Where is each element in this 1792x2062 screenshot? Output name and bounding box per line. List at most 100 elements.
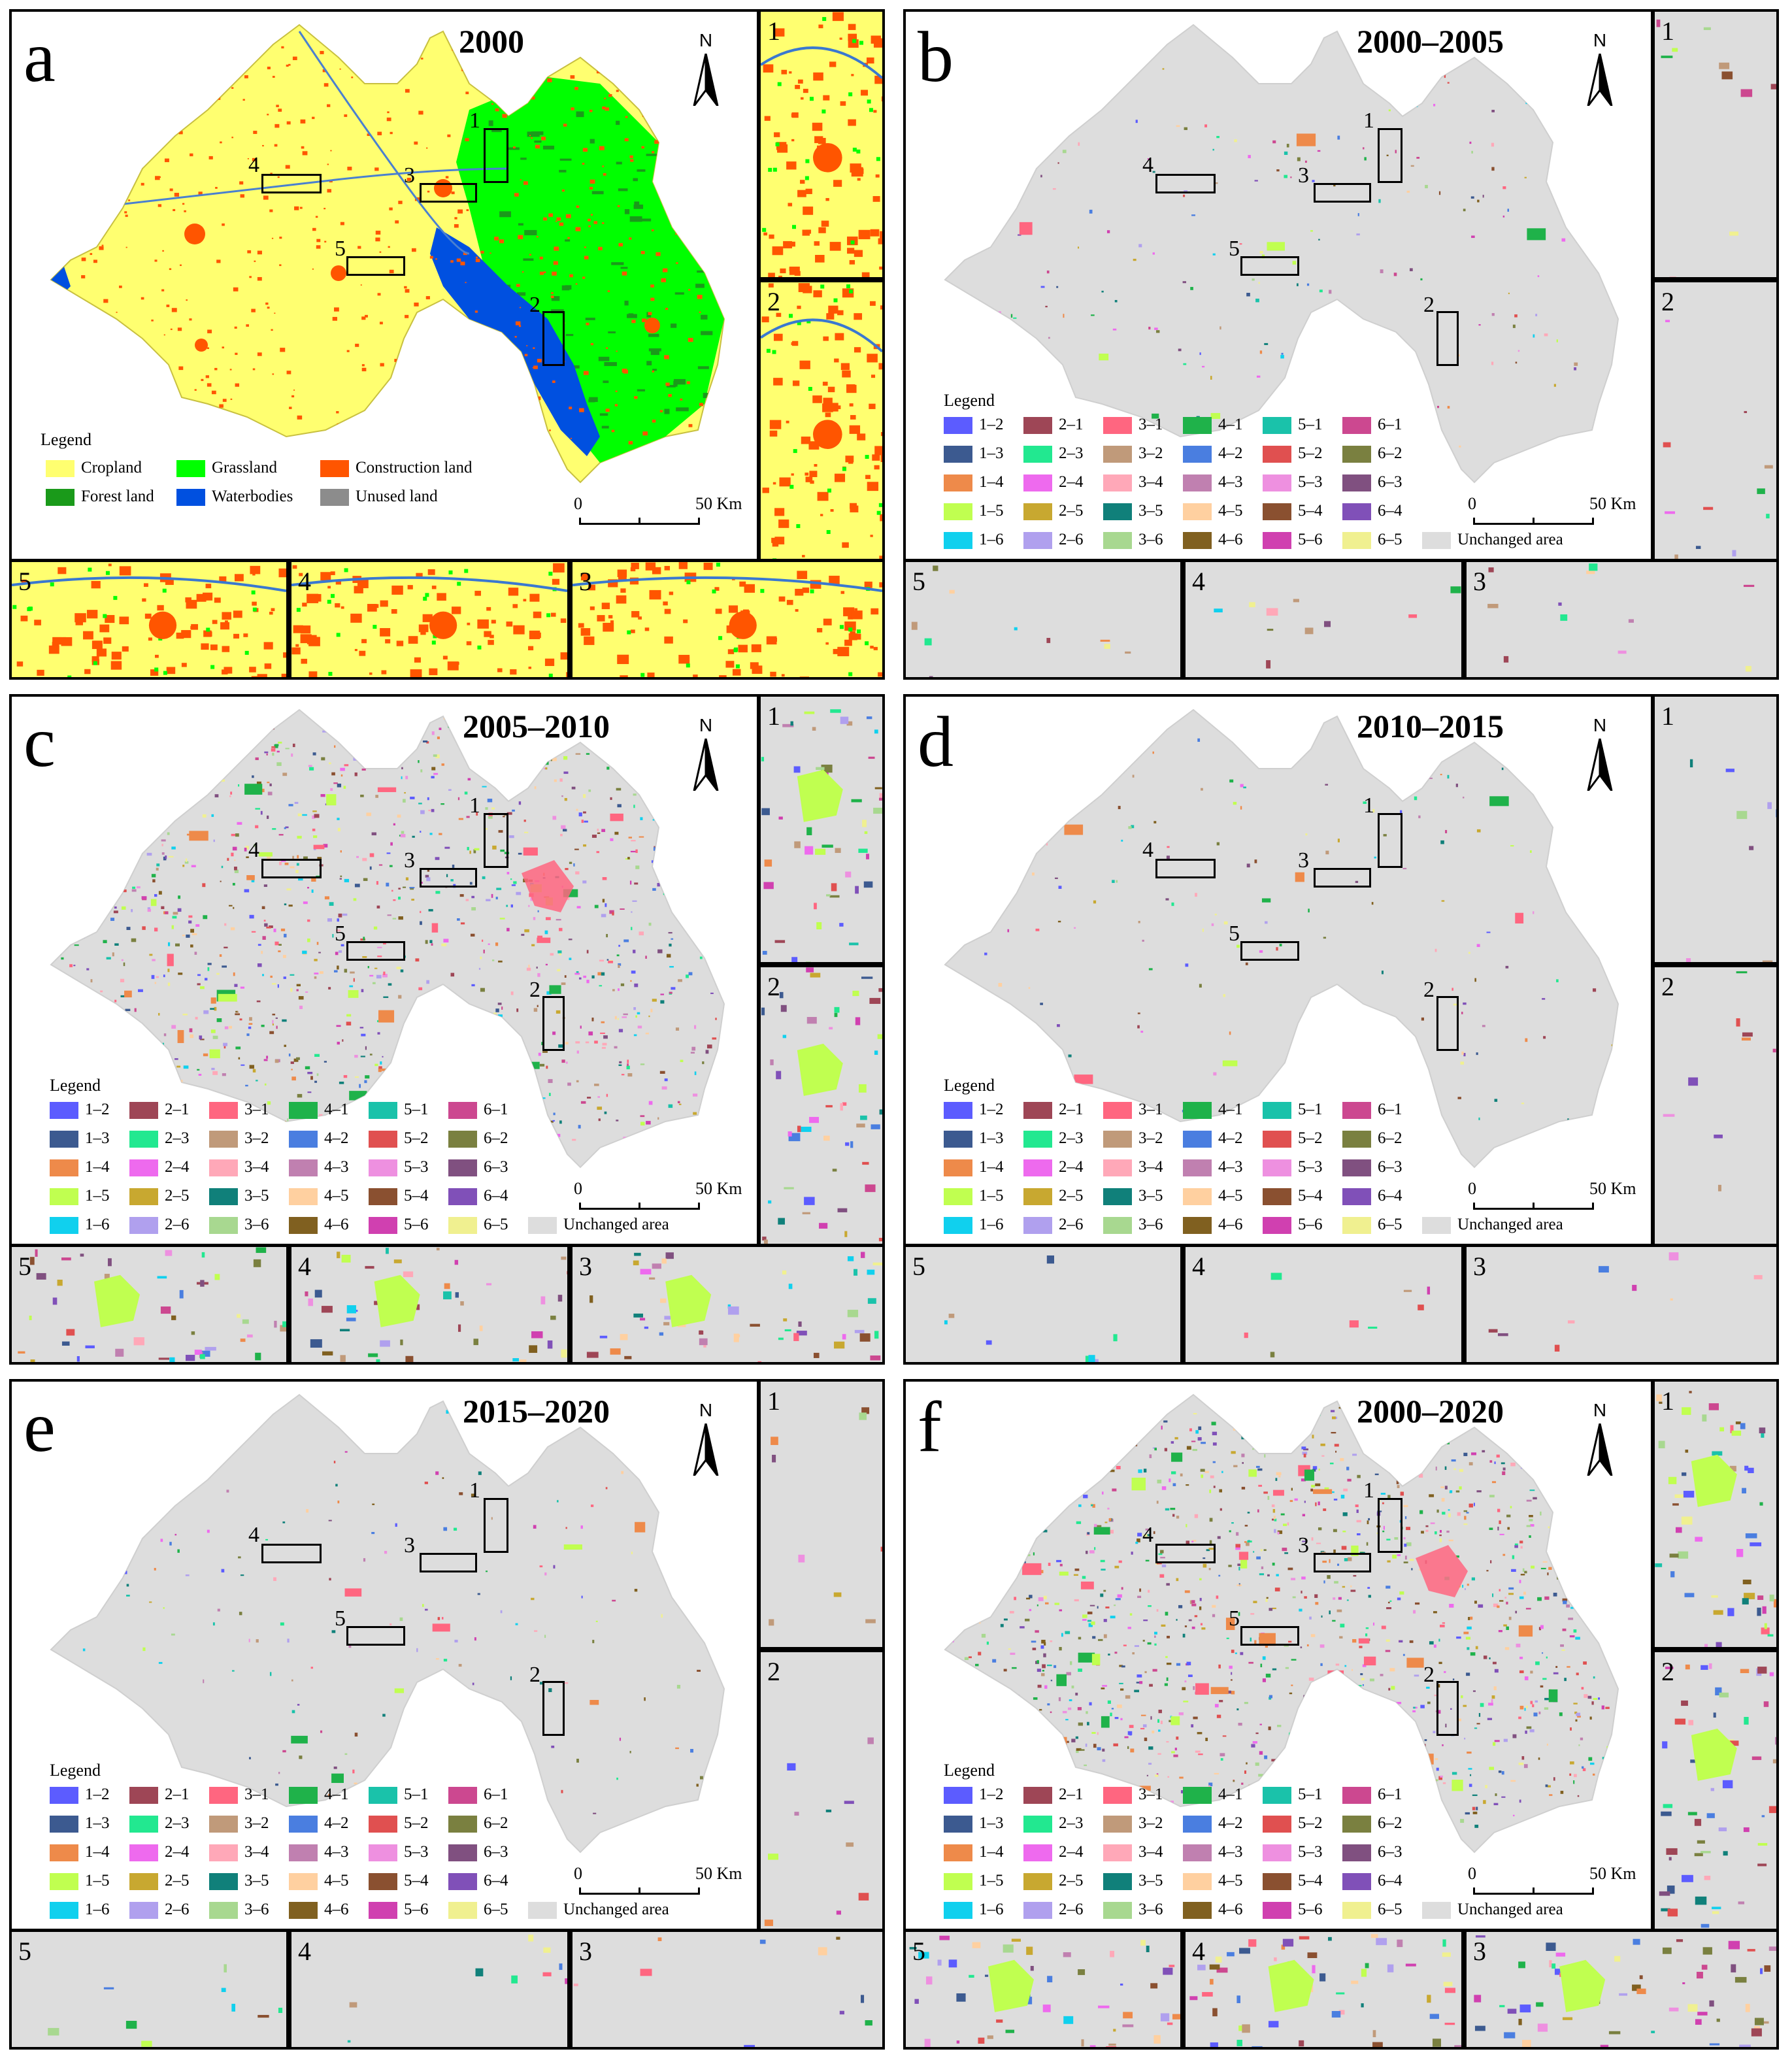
legend-swatch bbox=[1103, 1816, 1132, 1833]
legend-label: 6–4 bbox=[1378, 1187, 1402, 1205]
legend-swatch bbox=[1023, 417, 1052, 434]
legend-label: 2–4 bbox=[165, 1158, 190, 1176]
legend-label: 6–1 bbox=[1378, 1101, 1402, 1118]
legend-label: 1–6 bbox=[85, 1216, 110, 1233]
legend-label: 2–1 bbox=[1059, 416, 1084, 433]
zone-box bbox=[484, 128, 508, 183]
inset-map bbox=[1467, 562, 1776, 677]
legend-swatch bbox=[1263, 1159, 1291, 1176]
legend-label: 6–4 bbox=[1378, 502, 1402, 520]
legend-label: 6–5 bbox=[484, 1216, 508, 1233]
waterbody-area bbox=[430, 227, 600, 456]
inset-number: 4 bbox=[1192, 1252, 1205, 1281]
legend-label: Unchanged area bbox=[1457, 1901, 1563, 1918]
north-arrow-icon: N bbox=[686, 30, 725, 108]
legend-swatch bbox=[289, 1816, 318, 1833]
legend-label: 5–2 bbox=[1298, 1129, 1323, 1147]
zone-label: 3 bbox=[404, 848, 415, 873]
panel-letter: e bbox=[24, 1387, 56, 1467]
legend-label: 4–3 bbox=[1218, 1843, 1243, 1861]
region-boundary bbox=[50, 708, 725, 1169]
zone-label: 4 bbox=[248, 153, 259, 177]
legend-label: 5–4 bbox=[1298, 1872, 1323, 1889]
panel-period-title: 2005–2010 bbox=[463, 708, 610, 744]
legend-swatch bbox=[129, 1217, 158, 1234]
zone-box bbox=[1240, 256, 1299, 276]
legend-label: 6–4 bbox=[1378, 1872, 1402, 1889]
legend-label: Grassland bbox=[212, 459, 277, 476]
zone-box bbox=[1436, 311, 1459, 366]
zone-box bbox=[542, 311, 565, 366]
legend-label: 2–5 bbox=[1059, 502, 1084, 520]
legend-label: 1–3 bbox=[979, 444, 1004, 462]
inset-number: 4 bbox=[1192, 567, 1205, 596]
zone-box bbox=[1240, 941, 1299, 961]
inset-map bbox=[572, 562, 882, 677]
legend-swatch bbox=[1263, 417, 1291, 434]
change-cluster bbox=[1416, 1545, 1468, 1597]
legend-label: 1–5 bbox=[85, 1187, 110, 1205]
legend-label: 3–5 bbox=[1138, 1872, 1163, 1889]
legend-label: 2–4 bbox=[1059, 473, 1084, 491]
inset-number: 4 bbox=[1192, 1937, 1205, 1966]
legend-label: 3–6 bbox=[244, 1216, 269, 1233]
legend-label: 4–6 bbox=[1218, 1216, 1243, 1233]
legend-swatch bbox=[320, 460, 349, 477]
legend-label: 4–5 bbox=[324, 1187, 349, 1205]
legend-label: 1–2 bbox=[979, 1101, 1004, 1118]
inset-number: 4 bbox=[298, 1937, 311, 1966]
scale-start-label: 0 bbox=[1468, 1179, 1476, 1198]
legend-title: Legend bbox=[50, 1761, 101, 1780]
legend-label: 3–1 bbox=[244, 1101, 269, 1118]
zoom-inset: 1 bbox=[1652, 694, 1779, 965]
legend-swatch bbox=[1263, 1188, 1291, 1205]
legend-swatch bbox=[1263, 1131, 1291, 1148]
legend-swatch bbox=[1183, 1188, 1212, 1205]
inset-map bbox=[1467, 1932, 1776, 2047]
legend-label: 1–2 bbox=[85, 1101, 110, 1118]
legend-swatch bbox=[1342, 474, 1371, 491]
legend-swatch bbox=[1263, 446, 1291, 463]
legend-label: Unused land bbox=[356, 488, 438, 505]
inset-map bbox=[12, 1932, 286, 2047]
legend-swatch bbox=[369, 1787, 397, 1804]
main-map-frame: 1 2 3 4 5 Legend Cropland Grassland Construction… bbox=[9, 9, 759, 561]
zone-box bbox=[484, 1498, 508, 1553]
legend-swatch bbox=[944, 1816, 972, 1833]
legend-swatch bbox=[1342, 446, 1371, 463]
legend-swatch bbox=[50, 1159, 78, 1176]
legend-label: 3–6 bbox=[244, 1901, 269, 1918]
zoom-inset: 5 bbox=[9, 559, 289, 680]
legend-label: 2–3 bbox=[1059, 1814, 1084, 1832]
zone-box bbox=[1155, 1544, 1216, 1563]
scale-bar: 0 50 Km bbox=[574, 1864, 742, 1910]
legend-label: 2–1 bbox=[165, 1101, 190, 1118]
main-map-frame: 1 2 3 4 5 Legend 1–2 2–1 3–1 4–1 5–1 6–1 1–3 2–3 3–2 4–… bbox=[9, 1379, 759, 1931]
zoom-inset: 1 bbox=[758, 1379, 885, 1650]
legend-swatch bbox=[1342, 1188, 1371, 1205]
legend-label: 5–1 bbox=[404, 1101, 429, 1118]
zone-label: 1 bbox=[469, 108, 480, 133]
panel-letter: f bbox=[918, 1387, 942, 1467]
zone-box bbox=[346, 941, 405, 961]
zone-box bbox=[1155, 174, 1216, 193]
legend-label: 4–6 bbox=[1218, 1901, 1243, 1918]
legend-swatch bbox=[369, 1102, 397, 1119]
legend-label: Waterbodies bbox=[212, 488, 293, 505]
legend-label: 6–3 bbox=[1378, 473, 1402, 491]
legend-swatch bbox=[369, 1844, 397, 1861]
zone-label: 2 bbox=[529, 978, 540, 1002]
scale-tick bbox=[698, 1203, 700, 1210]
zone-box bbox=[1436, 996, 1459, 1051]
main-map-frame: 1 2 3 4 5 Legend 1–2 2–1 3–1 4–1 5–1 6–1 1–3 2–3 3–2 4–… bbox=[903, 694, 1653, 1246]
inset-map bbox=[906, 1932, 1180, 2047]
legend-swatch bbox=[289, 1873, 318, 1890]
legend-swatch bbox=[1103, 417, 1132, 434]
zone-box bbox=[346, 256, 405, 276]
inset-number: 1 bbox=[767, 1386, 780, 1416]
zoom-inset: 3 bbox=[1464, 1244, 1779, 1365]
legend-swatch bbox=[369, 1217, 397, 1234]
panel-b: 1 2 3 4 5 Legend 1–2 2–1 3–1 4–1 5–1 6–1 1–3 2–3 3–2 4–… bbox=[894, 0, 1788, 685]
zone-label: 4 bbox=[1142, 153, 1153, 177]
inset-number: 5 bbox=[912, 1252, 925, 1281]
